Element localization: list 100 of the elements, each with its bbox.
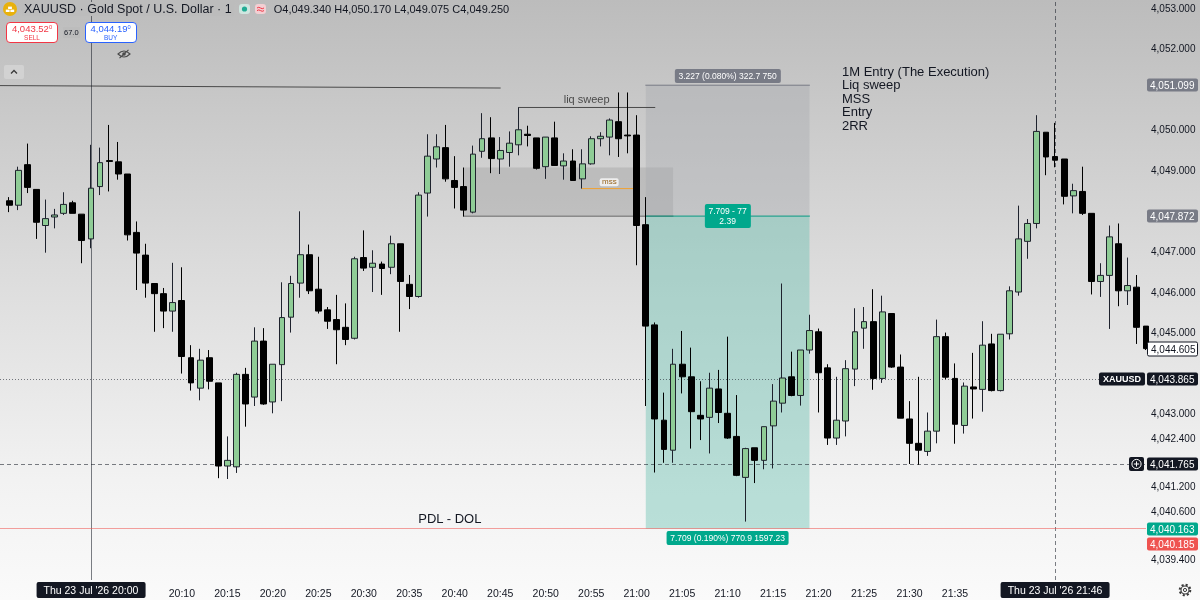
candlestick (1052, 122, 1058, 168)
x-tick-label: 20:55 (578, 586, 605, 599)
candlestick (779, 283, 786, 413)
y-tick-label: 4,052.000 (1151, 43, 1196, 55)
candlestick (379, 261, 385, 296)
candlestick (506, 130, 513, 168)
candlestick (942, 332, 949, 380)
x-tick-label: 21:35 (941, 586, 969, 599)
candlestick (1097, 262, 1104, 298)
x-tick-label: 20:40 (441, 586, 469, 599)
candlestick (615, 91, 622, 158)
candlestick (260, 327, 267, 406)
candlestick (742, 447, 749, 523)
candlestick (233, 372, 240, 474)
candlestick (733, 394, 740, 477)
candlestick (788, 351, 795, 397)
annotation: PDL - DOL (418, 510, 482, 526)
candlestick (151, 283, 158, 333)
candlestick (1070, 183, 1077, 214)
candlestick (761, 426, 767, 470)
x-tick-label: 21:15 (759, 586, 787, 599)
candlestick (1088, 212, 1095, 295)
candlestick (251, 326, 258, 407)
candlestick (1124, 257, 1131, 306)
candlestick (906, 400, 913, 465)
y-tick-label: 4,040.600 (1151, 505, 1196, 517)
candlestick (724, 336, 731, 440)
candlestick (424, 133, 431, 218)
candlestick (997, 333, 1004, 392)
candlestick (797, 349, 804, 407)
candlestick (297, 210, 304, 299)
candlestick (770, 383, 777, 469)
candlestick (915, 376, 922, 466)
candlestick (42, 199, 49, 254)
candlestick (542, 136, 549, 180)
x-tick-label: 20:35 (396, 586, 423, 599)
candlestick (1015, 205, 1022, 297)
candlestick (861, 306, 867, 350)
series-label: mss (600, 176, 619, 187)
candlestick (697, 380, 704, 441)
candlestick (206, 349, 213, 390)
y-tick-label: 4,040.163 (1147, 522, 1198, 536)
candlestick (933, 319, 940, 444)
candlestick (661, 392, 667, 464)
candlestick (433, 133, 440, 169)
candlestick (169, 262, 176, 333)
candlestick (215, 382, 222, 479)
candlestick (115, 141, 122, 181)
candlestick (324, 306, 331, 330)
candlestick (488, 116, 495, 174)
candlestick (706, 372, 713, 454)
candlestick (1043, 131, 1049, 176)
candlestick (460, 167, 467, 218)
candlestick (69, 200, 76, 214)
candlestick (197, 348, 204, 401)
candlestick (288, 275, 294, 334)
annotation: Entry (842, 104, 874, 120)
candlestick (606, 117, 613, 156)
candlestick (188, 344, 194, 392)
annotation: 7.709 (0.190%) 770.9 1597.23 (666, 530, 790, 545)
candlestick (633, 114, 640, 266)
y-tick-label: 4,045.000 (1151, 327, 1196, 339)
x-tick-label: 21:30 (896, 586, 923, 599)
candlestick (642, 196, 649, 407)
candlestick (952, 362, 958, 445)
x-tick-label: 20:45 (487, 586, 514, 599)
candlestick (924, 411, 931, 457)
chart-subtitle: O4,049.340 H4,050.170 L4,049.075 C4,049.250 (273, 3, 510, 15)
x-tick-label: 20:30 (350, 586, 378, 599)
candlestick (670, 348, 676, 464)
candlestick (315, 256, 322, 315)
chart-title: XAUUSD · Gold Spot / U.S. Dollar · 1 (22, 2, 234, 16)
candlestick (1061, 158, 1068, 205)
candlestick (588, 135, 595, 166)
candlestick (515, 106, 522, 156)
candlestick (533, 137, 540, 171)
candlestick (1079, 166, 1086, 216)
candlestick (470, 145, 476, 214)
candlestick (97, 147, 103, 196)
y-tick-label: 4,050.000 (1151, 124, 1196, 136)
candlestick (342, 302, 349, 346)
candlestick (133, 220, 140, 291)
candlestick (1133, 274, 1140, 345)
candlestick (1106, 225, 1113, 330)
annotation: 7.709 - 77 2.39 (704, 204, 751, 229)
x-tick-label: 21:25 (850, 586, 878, 599)
candlestick (815, 328, 822, 413)
candlestick (852, 307, 858, 387)
candlestick (178, 266, 185, 375)
candlestick (579, 148, 586, 190)
candlestick (279, 281, 285, 402)
ref-line-label: 4,040.185 (1147, 537, 1198, 551)
candlestick (1033, 114, 1040, 229)
candlestick (24, 143, 31, 194)
x-tick-label: 20:10 (168, 586, 196, 599)
candlestick (60, 191, 67, 216)
candlestick (1024, 218, 1031, 260)
candlestick (369, 249, 376, 293)
candlestick (751, 447, 758, 484)
y-tick-label: 4,041.765 (1147, 457, 1198, 471)
